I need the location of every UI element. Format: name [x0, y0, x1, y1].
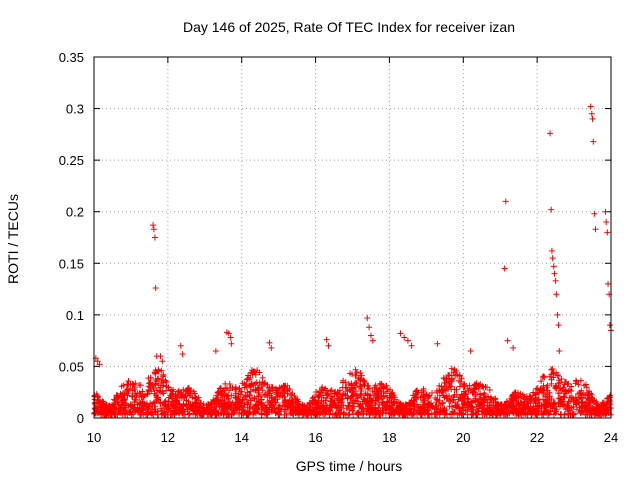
data-point [159, 358, 166, 365]
y-axis-ticks: 0 0.05 0.1 0.15 0.2 0.25 0.3 0.35 [59, 50, 611, 426]
x-tick-label: 18 [382, 430, 396, 445]
data-point [553, 291, 560, 298]
data-point [325, 342, 332, 349]
data-point [590, 138, 597, 145]
data-point [602, 208, 609, 215]
data-point [548, 206, 555, 213]
data-point [366, 324, 373, 331]
data-point [408, 342, 415, 349]
data-point [364, 314, 371, 321]
data-point [266, 339, 273, 346]
data-point [555, 322, 562, 329]
y-tick-label: 0 [77, 411, 84, 426]
data-point [588, 110, 595, 117]
data-point [504, 337, 511, 344]
data-point [152, 285, 159, 292]
data-point [589, 115, 596, 122]
y-axis-label: ROTI / TECUs [5, 194, 21, 284]
data-point [501, 265, 508, 272]
y-tick-label: 0.3 [66, 102, 84, 117]
data-point [228, 340, 235, 347]
data-point [552, 277, 559, 284]
roti-series [92, 103, 614, 368]
data-point [606, 322, 613, 329]
data-point [510, 344, 517, 351]
roti-dense-band [91, 365, 614, 418]
y-tick-label: 0.25 [59, 153, 84, 168]
data-point [401, 334, 408, 341]
data-point [592, 226, 599, 233]
data-point [227, 334, 234, 341]
data-point [604, 229, 611, 236]
data-point [323, 336, 330, 343]
data-point [554, 311, 561, 318]
x-tick-label: 22 [530, 430, 544, 445]
x-tick-label: 24 [604, 430, 618, 445]
data-point [549, 255, 556, 262]
x-tick-label: 20 [456, 430, 470, 445]
data-point [225, 330, 232, 337]
data-point [591, 210, 598, 217]
dense-point-cloud [91, 365, 614, 418]
data-point [605, 280, 612, 287]
data-point [547, 130, 554, 137]
grid-layer [94, 57, 611, 418]
data-point [369, 337, 376, 344]
plot-frame [93, 56, 612, 419]
data-point [548, 247, 555, 254]
x-tick-label: 14 [234, 430, 248, 445]
data-point [179, 351, 186, 358]
data-point [550, 263, 557, 270]
data-point [96, 361, 103, 368]
data-point [157, 353, 164, 360]
y-tick-label: 0.1 [66, 308, 84, 323]
data-point [434, 340, 441, 347]
data-point [467, 347, 474, 354]
data-point [212, 347, 219, 354]
x-tick-label: 16 [308, 430, 322, 445]
y-tick-label: 0.35 [59, 50, 84, 65]
data-point [502, 198, 509, 205]
data-point [603, 219, 610, 226]
data-point [177, 342, 184, 349]
data-point [150, 222, 157, 229]
y-tick-label: 0.2 [66, 205, 84, 220]
data-point [587, 103, 594, 110]
data-point [404, 337, 411, 344]
data-point [556, 347, 563, 354]
x-tick-label: 10 [87, 430, 101, 445]
data-point [551, 270, 558, 277]
x-axis-ticks: 10 12 14 16 18 20 22 24 [87, 57, 618, 445]
chart-title: Day 146 of 2025, Rate Of TEC Index for r… [183, 19, 515, 35]
y-tick-label: 0.05 [59, 359, 84, 374]
data-point [150, 226, 157, 233]
data-point [94, 358, 101, 365]
y-tick-label: 0.15 [59, 256, 84, 271]
x-tick-label: 12 [161, 430, 175, 445]
data-point [268, 344, 275, 351]
data-point [397, 330, 404, 337]
data-point [367, 332, 374, 339]
x-axis-label: GPS time / hours [296, 458, 403, 474]
data-point [151, 234, 158, 241]
